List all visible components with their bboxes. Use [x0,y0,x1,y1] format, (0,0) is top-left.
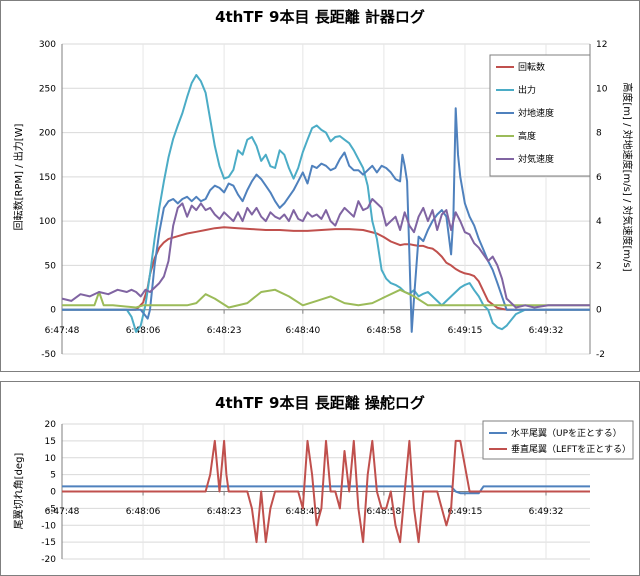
chart1-x-tick-label: 6:48:23 [207,326,242,336]
chart1-x-tick-label: 6:48:40 [285,326,320,336]
chart1-series-line-1 [62,226,590,311]
chart1-x-tick-label: 6:48:06 [126,326,161,336]
chart1-y2-tick-label: 4 [596,217,602,227]
chart2-frame [0,381,640,576]
chart2-y-tick-label: -15 [41,538,56,548]
chart1-legend-label: 高度 [518,130,536,142]
chart1-x-tick-label: 6:49:15 [448,326,483,336]
chart1-y2-tick-label: -2 [596,350,605,360]
chart2-x-tick-label: 6:49:32 [529,507,564,517]
chart1-y-axis-label: 回転数[RPM] / 出力[W] [12,123,25,230]
chart1-x-tick-label: 6:49:32 [529,326,564,336]
chart2-x-tick-label: 6:49:15 [448,507,483,517]
chart2-y-tick-label: 10 [45,454,57,464]
chart1-y-tick-label: 250 [39,84,56,94]
chart2-x-tick-label: 6:48:06 [126,507,161,517]
chart2-x-tick-label: 6:48:23 [207,507,242,517]
chart2-y-tick-label: 0 [50,488,56,498]
chart1-legend-label: 対地速度 [518,107,554,119]
chart2-title: 4thTF 9本目 長距離 操舵ログ [215,394,425,412]
chart1-y2-tick-label: 6 [596,173,602,183]
chart1-y2-tick-label: 2 [596,261,602,271]
chart2-x-tick-label: 6:47:48 [45,507,80,517]
chart1-y2-tick-label: 0 [596,306,602,316]
chart2-series-line-2 [62,439,590,544]
chart1-y-tick-label: 0 [50,306,56,316]
chart1-y2-tick-label: 12 [596,40,607,50]
chart1-legend-label: 対気速度 [518,153,554,165]
chart1-y-tick-label: 50 [45,261,57,271]
chart1-series-line-5 [61,198,590,309]
chart2-legend-label: 垂直尾翼（LEFTを正とする） [511,443,631,455]
chart1-y2-tick-label: 8 [596,129,602,139]
chart1-series-line-2 [62,74,590,333]
chart2-y-tick-label: 5 [50,471,56,481]
chart2-y-axis-label: 尾翼切れ角[deg] [13,453,25,530]
chart1-legend-label: 回転数 [518,61,545,73]
chart1-y2-axis-label: 高度[m] / 対地速度[m/s] / 対気速度[m/s] [621,82,634,271]
chart1-y2-tick-label: 10 [596,84,608,94]
chart1-legend-label: 出力 [518,84,536,96]
chart2-x-tick-label: 6:48:58 [367,507,402,517]
chart2-legend-label: 水平尾翼（UPを正とする） [511,427,622,439]
chart1-y-tick-label: 150 [39,173,56,183]
chart1-x-tick-label: 6:47:48 [45,326,80,336]
chart2-y-tick-label: 20 [45,420,57,430]
chart2-legend [482,420,634,460]
chart1-y-tick-label: -50 [41,350,56,360]
chart1-legend [489,54,591,177]
chart1-series-line-3 [62,107,590,333]
chart1-y-tick-label: 300 [39,40,56,50]
chart2-y-tick-label: -10 [41,521,56,531]
chart1-title: 4thTF 9本目 長距離 計器ログ [215,8,425,26]
chart1-y-tick-label: 100 [39,217,56,227]
chart2-y-tick-label: 15 [45,437,56,447]
chart2-x-tick-label: 6:48:40 [285,507,320,517]
chart1-x-tick-label: 6:48:58 [367,326,402,336]
chart2-y-tick-label: -20 [41,555,56,565]
chart2-y-tick-label: -5 [47,504,56,514]
chart1-y-tick-label: 200 [39,129,56,139]
chart1-series-line-4 [62,288,590,309]
